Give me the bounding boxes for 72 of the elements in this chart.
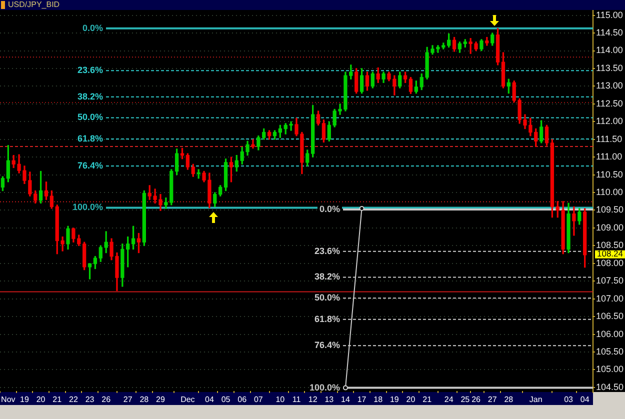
y-tick-label: 105.50	[596, 346, 624, 356]
annotation: 100.0%	[72, 202, 103, 212]
y-tick-label: 115.00	[596, 10, 623, 20]
y-tick-label: 113.00	[596, 80, 623, 91]
candlestick	[196, 169, 200, 179]
y-tick-label: 114.50	[596, 28, 623, 38]
y-tick-label: 111.00	[596, 152, 622, 162]
x-tick-label: 29	[156, 395, 166, 404]
x-tick-label: Jan	[529, 395, 542, 404]
annotation: 61.8%	[77, 133, 103, 144]
x-tick-label: 07	[254, 395, 264, 404]
x-tick-label: 13	[324, 395, 334, 404]
y-tick-label: 113.50	[596, 62, 623, 73]
chart-title: USD/JPY_BID	[8, 0, 60, 10]
y-tick-label: 106.00	[596, 328, 624, 339]
x-tick-label: 22	[68, 395, 78, 404]
x-tick-label: Nov	[1, 395, 16, 404]
x-tick-label: 25	[460, 395, 470, 404]
y-tick-label: 110.50	[596, 169, 623, 180]
x-tick-label: 03	[564, 395, 574, 404]
annotation: 76.4%	[77, 160, 103, 170]
annotation: 23.6%	[314, 246, 340, 256]
y-tick-label: 105.00	[596, 364, 624, 374]
x-tick-label: 05	[221, 395, 231, 404]
text: 108.24	[597, 248, 624, 259]
annotation: 50.0%	[77, 112, 103, 122]
x-tick-label: 28	[140, 395, 150, 404]
annotation: 38.2%	[314, 272, 340, 282]
y-tick-label: 114.00	[596, 45, 623, 56]
annotation: 76.4%	[314, 340, 340, 350]
x-tick-label: 21	[52, 395, 62, 404]
x-tick-label: 28	[504, 395, 514, 404]
y-tick-label: 108.50	[596, 240, 624, 250]
y-tick-label: 112.50	[596, 98, 623, 108]
x-tick-label: 19	[20, 395, 30, 404]
x-tick-label: 24	[444, 395, 454, 404]
y-tick-label: 111.50	[596, 134, 622, 144]
annotation: 50.0%	[314, 292, 340, 303]
x-tick-label: 19	[390, 395, 400, 404]
y-tick-label: 109.50	[596, 204, 624, 215]
y-tick-label: 110.00	[596, 187, 623, 198]
annotation: 23.6%	[77, 65, 103, 76]
x-tick-label: 21	[422, 395, 432, 404]
annotation: 61.8%	[314, 314, 340, 324]
x-tick-label: 27	[488, 395, 498, 404]
x-tick-label: 26	[102, 395, 112, 404]
x-tick-label: 14	[341, 395, 350, 404]
x-tick-label: 04	[580, 395, 590, 404]
annotation: 0.0%	[82, 22, 103, 33]
y-tick-label: 112.00	[596, 116, 623, 126]
x-tick-label: 10	[276, 395, 286, 404]
x-tick-label: 26	[472, 395, 482, 404]
y-tick-label: 109.00	[596, 222, 624, 232]
y-tick-label: 107.50	[596, 276, 624, 286]
x-tick-label: 20	[36, 395, 46, 404]
x-tick-label: 23	[85, 395, 95, 404]
y-tick-label: 104.50	[596, 382, 624, 392]
x-tick-label: 20	[406, 395, 416, 404]
x-tick-label: 11	[292, 395, 302, 404]
x-tick-label: 17	[357, 395, 367, 404]
annotation: 38.2%	[77, 91, 103, 102]
y-tick-label: 107.00	[596, 293, 624, 304]
annotation: 0.0%	[319, 204, 340, 214]
x-tick-label: 06	[238, 395, 248, 404]
annotation: 100.0%	[309, 382, 340, 392]
x-tick-label: 18	[374, 395, 384, 404]
x-tick-label: 27	[123, 395, 133, 404]
y-tick-label: 106.50	[596, 311, 624, 322]
x-tick-label: 04	[205, 395, 214, 404]
x-tick-label: Dec	[180, 395, 195, 404]
y-tick-label: 108.00	[596, 258, 624, 268]
x-tick-label: 12	[308, 395, 318, 404]
